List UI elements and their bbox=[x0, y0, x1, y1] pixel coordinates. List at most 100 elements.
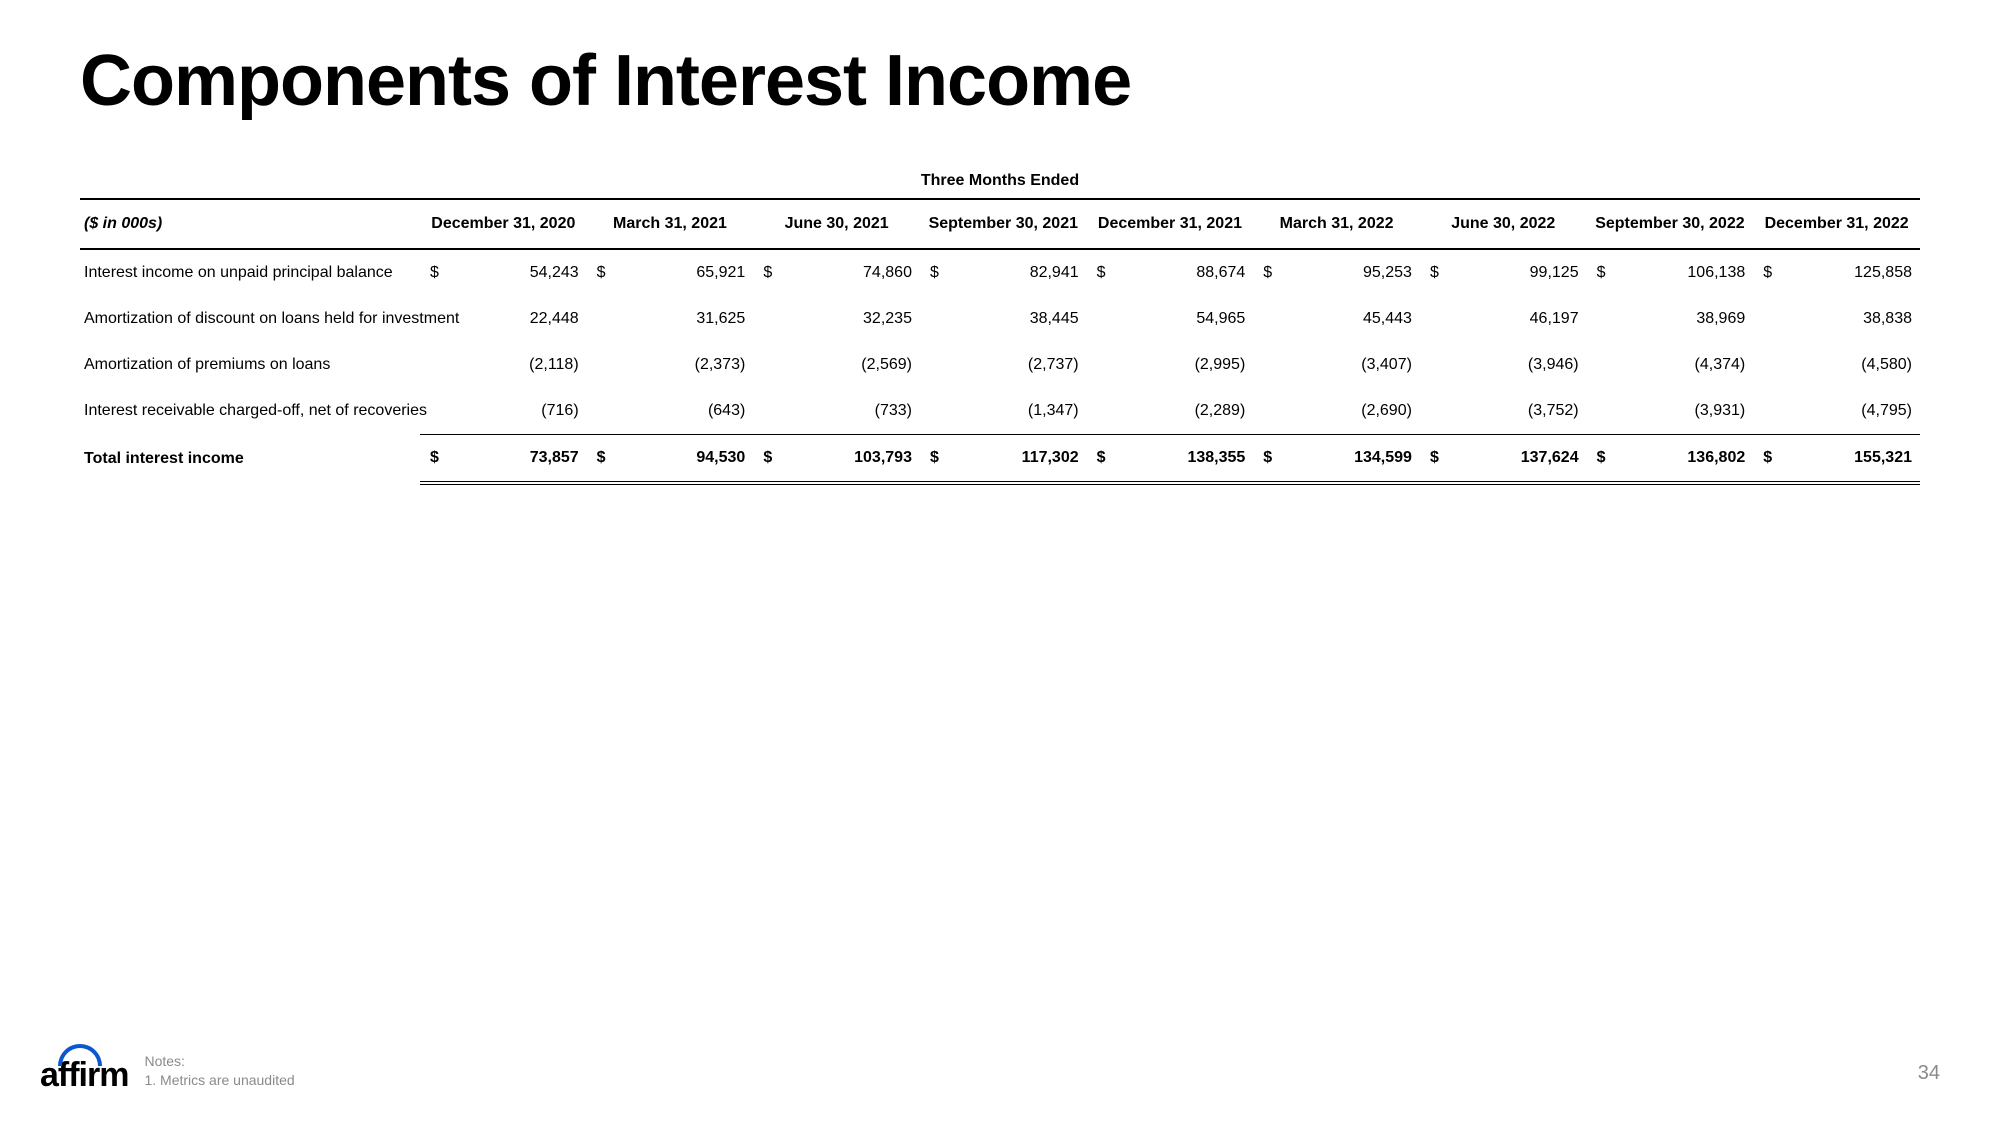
col-header: September 30, 2022 bbox=[1587, 199, 1754, 249]
currency-symbol: $ bbox=[1753, 249, 1775, 296]
cell-value: (4,374) bbox=[1609, 342, 1754, 388]
cell-value: 22,448 bbox=[442, 296, 587, 342]
row-label: Interest receivable charged-off, net of … bbox=[80, 388, 420, 435]
footer-notes: Notes: 1. Metrics are unaudited bbox=[144, 1052, 294, 1088]
notes-line: 1. Metrics are unaudited bbox=[144, 1071, 294, 1089]
cell-value: 125,858 bbox=[1775, 249, 1920, 296]
currency-symbol: $ bbox=[753, 249, 775, 296]
currency-symbol bbox=[587, 296, 609, 342]
currency-symbol bbox=[753, 296, 775, 342]
cell-value: (2,995) bbox=[1109, 342, 1254, 388]
currency-symbol bbox=[1420, 296, 1442, 342]
currency-symbol bbox=[1253, 296, 1275, 342]
currency-symbol bbox=[1753, 388, 1775, 435]
currency-symbol: $ bbox=[1587, 435, 1609, 484]
cell-value: (3,931) bbox=[1609, 388, 1754, 435]
currency-symbol bbox=[753, 342, 775, 388]
currency-symbol bbox=[1420, 388, 1442, 435]
table-row: Interest income on unpaid principal bala… bbox=[80, 249, 1920, 296]
cell-value: (716) bbox=[442, 388, 587, 435]
cell-value: 32,235 bbox=[775, 296, 920, 342]
row-label: Amortization of discount on loans held f… bbox=[80, 296, 420, 342]
cell-value: (3,752) bbox=[1442, 388, 1587, 435]
table-head: ($ in 000s) December 31, 2020 March 31, … bbox=[80, 199, 1920, 249]
currency-symbol: $ bbox=[1253, 435, 1275, 484]
cell-value: (4,580) bbox=[1775, 342, 1920, 388]
cell-value: 38,445 bbox=[942, 296, 1087, 342]
currency-symbol: $ bbox=[587, 249, 609, 296]
currency-symbol bbox=[1087, 342, 1109, 388]
cell-value: 136,802 bbox=[1609, 435, 1754, 484]
affirm-arc-icon bbox=[58, 1044, 102, 1066]
cell-value: (4,795) bbox=[1775, 388, 1920, 435]
currency-symbol bbox=[920, 388, 942, 435]
cell-value: 38,838 bbox=[1775, 296, 1920, 342]
cell-value: 117,302 bbox=[942, 435, 1087, 484]
currency-symbol: $ bbox=[1420, 435, 1442, 484]
cell-value: 31,625 bbox=[609, 296, 754, 342]
col-header: December 31, 2021 bbox=[1087, 199, 1254, 249]
currency-symbol: $ bbox=[1753, 435, 1775, 484]
currency-symbol: $ bbox=[420, 249, 442, 296]
col-header: March 31, 2021 bbox=[587, 199, 754, 249]
currency-symbol bbox=[1087, 388, 1109, 435]
currency-symbol bbox=[1753, 296, 1775, 342]
cell-value: 74,860 bbox=[775, 249, 920, 296]
cell-value: 46,197 bbox=[1442, 296, 1587, 342]
row-label: Interest income on unpaid principal bala… bbox=[80, 249, 420, 296]
currency-symbol: $ bbox=[1087, 435, 1109, 484]
row-label: Amortization of premiums on loans bbox=[80, 342, 420, 388]
cell-value: 138,355 bbox=[1109, 435, 1254, 484]
cell-value: 54,243 bbox=[442, 249, 587, 296]
unit-label: ($ in 000s) bbox=[80, 199, 420, 249]
page-title: Components of Interest Income bbox=[80, 40, 1920, 122]
header-row: ($ in 000s) December 31, 2020 March 31, … bbox=[80, 199, 1920, 249]
total-row: Total interest income$73,857$94,530$103,… bbox=[80, 435, 1920, 484]
cell-value: 134,599 bbox=[1275, 435, 1420, 484]
cell-value: (2,737) bbox=[942, 342, 1087, 388]
slide: Components of Interest Income Three Mont… bbox=[0, 0, 2000, 1125]
cell-value: 73,857 bbox=[442, 435, 587, 484]
cell-value: 94,530 bbox=[609, 435, 754, 484]
cell-value: (643) bbox=[609, 388, 754, 435]
currency-symbol: $ bbox=[920, 249, 942, 296]
cell-value: 82,941 bbox=[942, 249, 1087, 296]
table-row: Interest receivable charged-off, net of … bbox=[80, 388, 1920, 435]
currency-symbol bbox=[1253, 342, 1275, 388]
cell-value: 103,793 bbox=[775, 435, 920, 484]
currency-symbol bbox=[753, 388, 775, 435]
currency-symbol bbox=[920, 342, 942, 388]
cell-value: (2,690) bbox=[1275, 388, 1420, 435]
affirm-logo: affirm bbox=[40, 1046, 128, 1095]
currency-symbol: $ bbox=[1587, 249, 1609, 296]
col-header: September 30, 2021 bbox=[920, 199, 1087, 249]
cell-value: (733) bbox=[775, 388, 920, 435]
col-header: December 31, 2022 bbox=[1753, 199, 1920, 249]
table-super-header: Three Months Ended bbox=[80, 172, 1920, 190]
currency-symbol bbox=[1087, 296, 1109, 342]
cell-value: 54,965 bbox=[1109, 296, 1254, 342]
currency-symbol: $ bbox=[1253, 249, 1275, 296]
cell-value: (3,946) bbox=[1442, 342, 1587, 388]
currency-symbol bbox=[1753, 342, 1775, 388]
cell-value: (2,373) bbox=[609, 342, 754, 388]
col-header: March 31, 2022 bbox=[1253, 199, 1420, 249]
table-row: Amortization of premiums on loans(2,118)… bbox=[80, 342, 1920, 388]
cell-value: 137,624 bbox=[1442, 435, 1587, 484]
table-body: Interest income on unpaid principal bala… bbox=[80, 249, 1920, 483]
currency-symbol: $ bbox=[1420, 249, 1442, 296]
cell-value: 155,321 bbox=[1775, 435, 1920, 484]
currency-symbol: $ bbox=[1087, 249, 1109, 296]
cell-value: (3,407) bbox=[1275, 342, 1420, 388]
currency-symbol bbox=[1420, 342, 1442, 388]
currency-symbol bbox=[1587, 296, 1609, 342]
currency-symbol: $ bbox=[587, 435, 609, 484]
footer: affirm Notes: 1. Metrics are unaudited bbox=[40, 1046, 295, 1095]
currency-symbol bbox=[1587, 342, 1609, 388]
currency-symbol bbox=[420, 342, 442, 388]
currency-symbol bbox=[1253, 388, 1275, 435]
row-label: Total interest income bbox=[80, 435, 420, 484]
col-header: June 30, 2021 bbox=[753, 199, 920, 249]
cell-value: (2,289) bbox=[1109, 388, 1254, 435]
cell-value: 99,125 bbox=[1442, 249, 1587, 296]
